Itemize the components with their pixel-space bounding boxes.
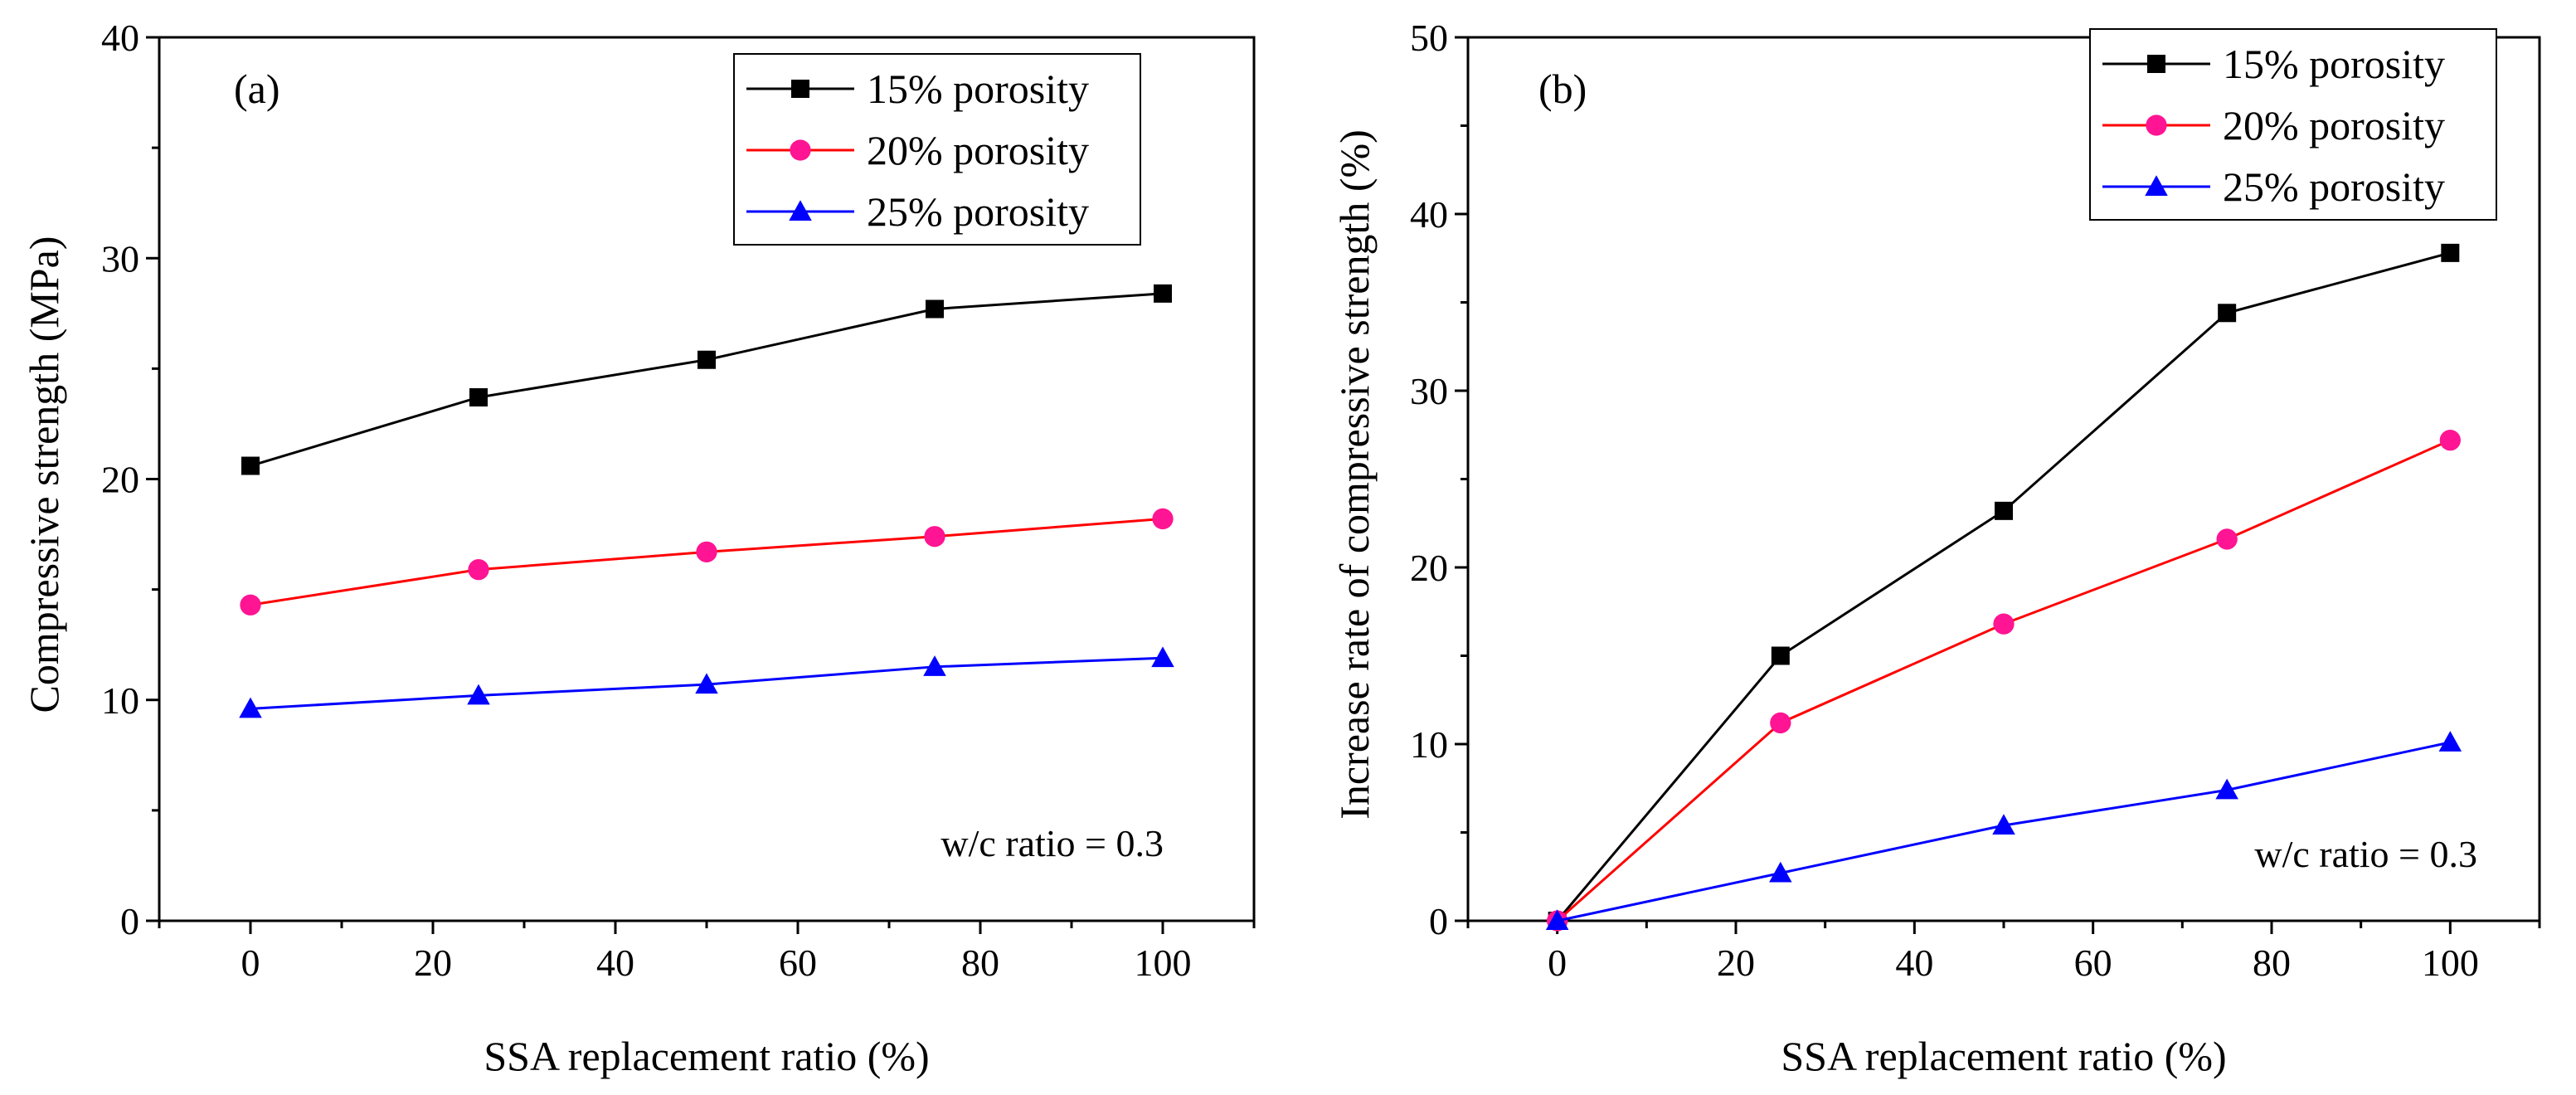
data-point [923, 655, 946, 676]
legend-label: 20% porosity [2223, 102, 2445, 148]
legend-label: 25% porosity [867, 188, 1089, 235]
legend: 15% porosity 20% porosity 25% porosity [2089, 28, 2497, 221]
legend-marker [789, 200, 812, 221]
data-point [467, 684, 490, 705]
y-tick-label: 20 [101, 459, 139, 501]
x-tick-label: 60 [779, 942, 817, 984]
data-point [2218, 304, 2237, 323]
y-tick-label: 0 [120, 900, 139, 942]
data-point [697, 350, 716, 369]
panel-a: (a) w/c ratio = 0.3 SSA replacement rati… [21, 17, 1256, 1079]
y-tick-label: 30 [101, 237, 139, 280]
legend-label: 15% porosity [867, 66, 1089, 112]
legend-label: 20% porosity [867, 127, 1089, 173]
data-point [1993, 613, 2015, 635]
data-point [1769, 861, 1792, 883]
x-tick-label: 40 [1895, 942, 1933, 984]
x-tick-label: 100 [1135, 942, 1192, 984]
series-3 [1545, 731, 2462, 930]
y-axis-title: Compressive strength (MPa) [21, 236, 67, 713]
data-point [240, 594, 261, 616]
data-point [241, 456, 260, 475]
x-tick-label: 80 [2253, 942, 2291, 984]
series-1 [241, 284, 1172, 475]
data-point [1995, 501, 2013, 520]
x-tick-label: 100 [2422, 942, 2479, 984]
data-point [1151, 646, 1174, 668]
data-point [696, 541, 717, 563]
x-tick-label: 40 [596, 942, 634, 984]
data-point [926, 299, 944, 319]
data-point [2215, 778, 2238, 800]
series-2 [240, 508, 1174, 616]
panel-label: (a) [234, 66, 280, 112]
x-axis-title: SSA replacement ratio (%) [1781, 1033, 2226, 1079]
x-tick-label: 0 [241, 942, 260, 984]
series-3 [239, 646, 1174, 718]
data-point [1771, 646, 1790, 665]
legend: 15% porosity 20% porosity 25% porosity [733, 53, 1141, 246]
y-tick-label: 10 [1410, 723, 1448, 766]
data-point [239, 697, 262, 718]
annotation-wc-ratio: w/c ratio = 0.3 [940, 822, 1164, 864]
data-point [695, 673, 718, 694]
data-point [2438, 731, 2462, 752]
data-point [1992, 814, 2015, 835]
legend-marker [2147, 55, 2165, 73]
y-tick-label: 40 [101, 17, 139, 59]
y-tick-label: 50 [1410, 17, 1448, 59]
legend-marker [2145, 175, 2168, 196]
legend-label: 25% porosity [2223, 163, 2445, 210]
annotation-wc-ratio: w/c ratio = 0.3 [2254, 833, 2477, 875]
y-tick-label: 10 [101, 679, 139, 722]
x-tick-label: 60 [2074, 942, 2112, 984]
data-point [1545, 909, 1569, 930]
data-point [2216, 528, 2238, 550]
legend-label: 15% porosity [2223, 41, 2445, 87]
y-tick-label: 0 [1429, 900, 1448, 942]
y-tick-label: 40 [1410, 193, 1448, 236]
data-point [1152, 508, 1174, 530]
y-tick-label: 30 [1410, 370, 1448, 412]
x-tick-label: 20 [414, 942, 452, 984]
panel-b: (b) w/c ratio = 0.3 SSA replacement rati… [1331, 17, 2541, 1079]
data-point [1770, 712, 1791, 734]
panel-label: (b) [1538, 66, 1587, 112]
legend-marker [790, 139, 811, 161]
data-point [2439, 429, 2461, 451]
x-tick-label: 0 [1548, 942, 1567, 984]
data-point [924, 526, 945, 548]
y-tick-label: 20 [1410, 547, 1448, 589]
data-point [1154, 284, 1172, 303]
x-tick-label: 80 [961, 942, 999, 984]
legend-marker [2146, 114, 2167, 136]
y-axis-title: Increase rate of compressive strength (%… [1331, 129, 1378, 820]
x-axis-title: SSA replacement ratio (%) [484, 1033, 929, 1079]
data-point [468, 559, 489, 581]
legend-marker [791, 80, 809, 98]
x-tick-label: 20 [1717, 942, 1755, 984]
data-point [469, 387, 488, 406]
data-point [2441, 243, 2460, 262]
